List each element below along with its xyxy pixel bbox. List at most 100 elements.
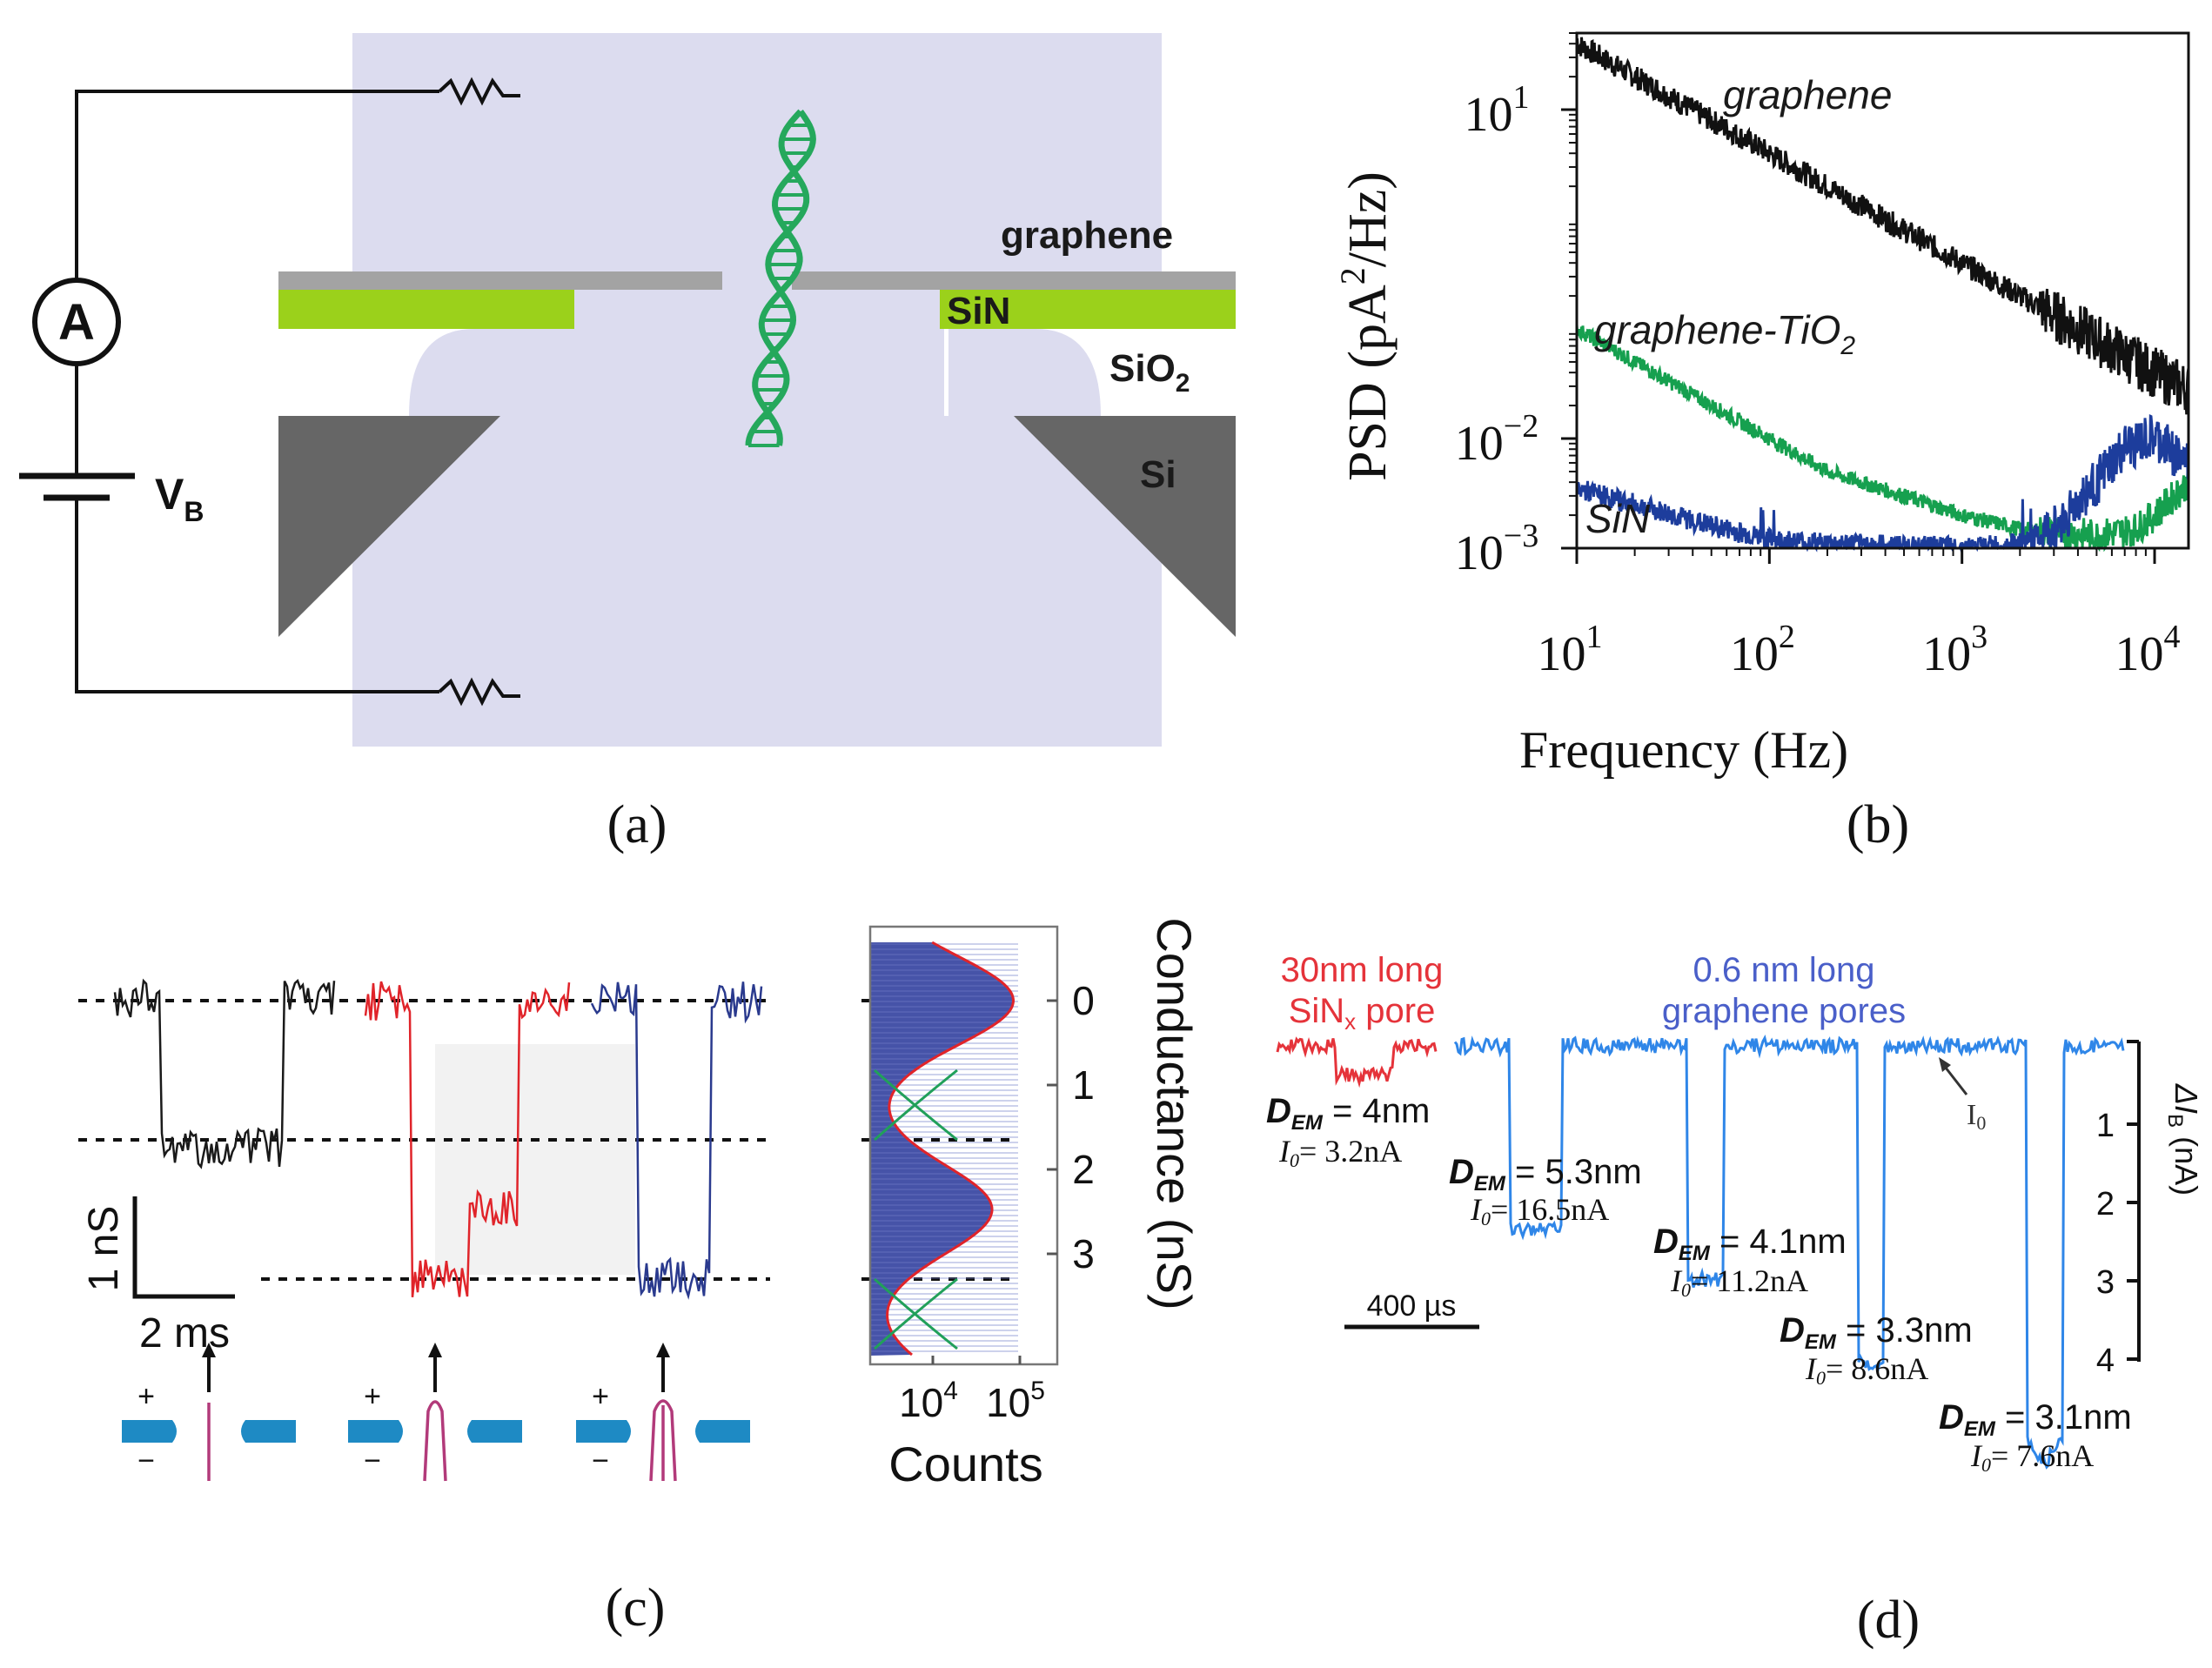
sin-layer-right	[940, 290, 1236, 329]
dna-in-pore	[423, 1400, 447, 1482]
conductance-trace	[113, 978, 336, 1169]
scale-bar-x-label: 2 ms	[139, 1310, 230, 1357]
sin-pore-title: 30nm long	[1281, 951, 1444, 989]
event-diameter-label: DEM = 3.1nm	[1939, 1398, 2132, 1441]
sio2-etch-left	[409, 329, 574, 416]
conductance-traces	[113, 978, 763, 1300]
scale-bar-y-label: 1 nS	[81, 1206, 127, 1292]
graphene-layer-right	[792, 271, 1236, 290]
event-current-label: I0= 7.6nA	[1970, 1438, 2094, 1476]
axis-tick-label: 3	[2096, 1264, 2115, 1301]
conductance-trace	[590, 981, 763, 1300]
series-label-sin: SiN	[1585, 496, 1651, 541]
y-tick-label: 10−3	[1455, 518, 1538, 580]
histogram-x-tick-label: 104	[899, 1377, 958, 1425]
histogram-y-label: Conductance (nS)	[1147, 917, 1202, 1310]
event-current-label: I0= 3.2nA	[1278, 1134, 1402, 1171]
histogram-x-tick-label: 105	[986, 1377, 1045, 1425]
axis-tick-label: 2	[2096, 1186, 2115, 1223]
histogram-y-tick-label: 0	[1072, 978, 1095, 1023]
direction-arrowhead	[428, 1343, 442, 1357]
caption-b: (b)	[1847, 795, 1909, 854]
event-current-label: I0= 8.6nA	[1805, 1351, 1928, 1389]
si-substrate-right	[1014, 416, 1236, 637]
si-substrate-left	[278, 416, 500, 637]
series-label-graphene: graphene	[1723, 72, 1892, 117]
axis-tick-label: 4	[2096, 1343, 2115, 1379]
caption-c: (c)	[606, 1578, 666, 1638]
electrode-left	[348, 1420, 403, 1443]
polarity-minus: −	[137, 1444, 155, 1477]
psd-series-sin	[1575, 414, 2190, 553]
electrode-right	[241, 1420, 296, 1443]
highlight-region	[435, 1044, 635, 1275]
polarity-minus: −	[592, 1444, 609, 1477]
histogram-y-tick-label: 2	[1072, 1147, 1095, 1192]
histogram-fit	[886, 941, 1015, 1357]
current-trace-segment	[1453, 1035, 2125, 1470]
panel-b: graphene graphene-TiO2 SiN 101 102 103 104 10−3…	[1333, 31, 2190, 854]
psd-plot-frame	[1575, 31, 2190, 550]
psd-x-axis-label: Frequency (Hz)	[1519, 721, 1848, 779]
x-tick-label: 103	[1922, 619, 1987, 681]
event-diameter-label: DEM = 5.3nm	[1449, 1153, 1642, 1196]
sin-layer-left	[278, 290, 574, 329]
electrode-left	[122, 1420, 177, 1443]
electrode-right	[695, 1420, 750, 1443]
delta-i-axis-label: ΔIB (nA)	[2163, 1083, 2204, 1196]
event-current-label: I0= 16.5nA	[1470, 1192, 1609, 1229]
circuit	[19, 77, 520, 707]
graphene-layer-left	[278, 271, 722, 290]
event-current-label: I0= 11.2nA	[1670, 1263, 1808, 1301]
caption-d: (d)	[1857, 1591, 1920, 1650]
si-layer-label: Si	[1140, 453, 1176, 496]
polarity-plus: +	[364, 1380, 381, 1413]
psd-series-graphene	[1575, 37, 2190, 415]
bias-voltage-label: VB	[155, 470, 204, 527]
sin-layer-label: SiN	[947, 290, 1010, 332]
pore-schematics: + − + − + −	[122, 1343, 750, 1482]
electrode-left	[576, 1420, 631, 1443]
ammeter-label: A	[58, 294, 95, 351]
conductance-trace	[364, 981, 571, 1298]
axis-tick-label: 1	[2096, 1108, 2115, 1144]
event-diameter-label: DEM = 4.1nm	[1653, 1223, 1847, 1265]
x-tick-label: 101	[1538, 619, 1603, 681]
panel-a: A VB graphene SiN SiO2 Si (a)	[19, 33, 1236, 854]
sio2-layer-label: SiO2	[1109, 347, 1190, 398]
histogram-y-tick-label: 1	[1072, 1062, 1095, 1108]
current-trace	[1276, 1035, 2125, 1470]
psd-y-axis-label: PSD (pA2/Hz)	[1333, 171, 1398, 481]
y-tick-label: 10−2	[1455, 408, 1538, 471]
sin-pore-title-2: SiNx pore	[1289, 992, 1436, 1035]
i0-arrowhead	[1939, 1057, 1951, 1072]
panel-c: 1 nS 2 ms + − + − + − 0 1 2 3 104 105 Counts Condu…	[78, 917, 1202, 1638]
graphene-layer-label: graphene	[1001, 214, 1173, 257]
polarity-plus: +	[137, 1380, 155, 1413]
polarity-minus: −	[364, 1444, 381, 1477]
panel-d: 30nm long SiNx pore 0.6 nm long graphene…	[1266, 951, 2204, 1650]
y-tick-label: 101	[1465, 79, 1530, 142]
current-trace-segment	[1276, 1036, 1438, 1089]
direction-arrowhead	[202, 1343, 216, 1357]
graphene-pore-title-2: graphene pores	[1662, 992, 1906, 1030]
psd-plot: graphene graphene-TiO2 SiN 101 102 103 104 10−3…	[1455, 31, 2190, 681]
dna-in-pore	[649, 1399, 677, 1482]
graphene-pore-title: 0.6 nm long	[1693, 951, 1874, 989]
gaussian-component	[874, 1277, 958, 1350]
x-tick-label: 104	[2115, 619, 2181, 681]
time-scale-label: 400 µs	[1367, 1290, 1457, 1323]
conductance-histogram: 0 1 2 3 104 105	[868, 925, 1095, 1425]
polarity-plus: +	[592, 1380, 609, 1413]
scale-bar	[132, 1196, 235, 1299]
x-tick-label: 102	[1730, 619, 1795, 681]
ammeter-symbol	[32, 278, 121, 366]
psd-series-graphene-tio	[1575, 324, 2190, 553]
gaussian-component	[874, 1068, 958, 1142]
direction-arrowhead	[656, 1343, 670, 1357]
dna-strand	[745, 109, 816, 447]
histogram-x-label: Counts	[888, 1437, 1042, 1491]
histogram-frame	[868, 925, 1059, 1366]
